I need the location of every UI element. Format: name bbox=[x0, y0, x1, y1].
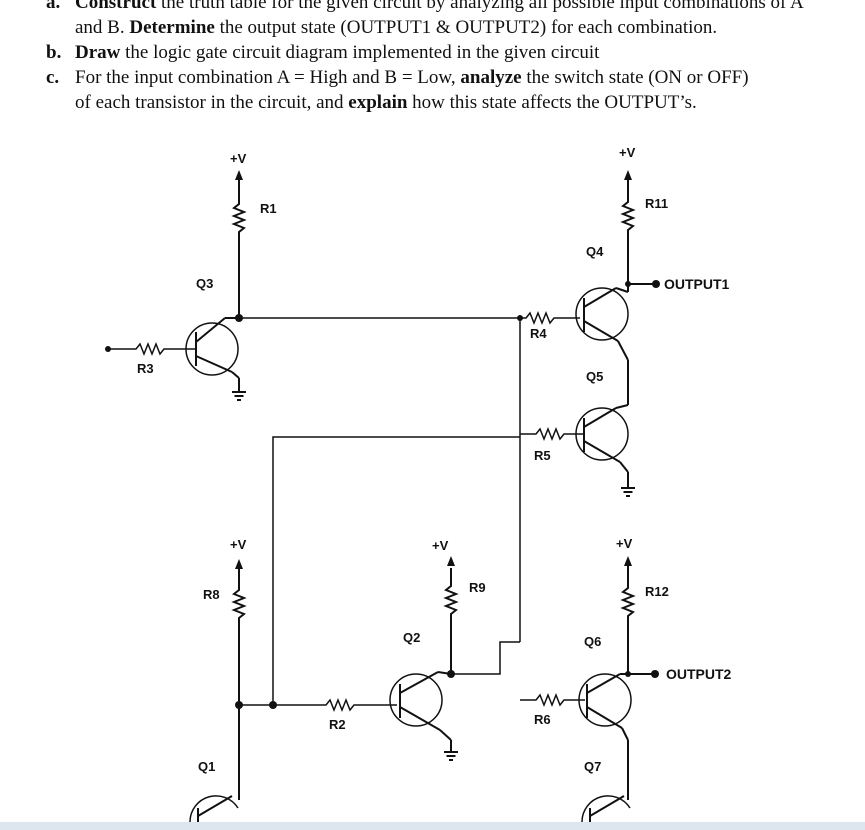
supply-q6: +V bbox=[616, 536, 633, 582]
question-c-line1-pre: For the input combination A = High and B… bbox=[75, 67, 461, 88]
question-b: b. Draw the logic gate circuit diagram i… bbox=[0, 40, 865, 65]
question-a-keyword-construct: Construct bbox=[75, 0, 157, 13]
question-a-line2-pre: and B. bbox=[75, 17, 130, 38]
resistor-r2 bbox=[319, 699, 361, 711]
question-c-keyword-analyze: analyze bbox=[460, 67, 522, 88]
output1-terminal[interactable] bbox=[652, 280, 660, 288]
question-c-line2-text: how this state affects the OUTPUT’s. bbox=[407, 92, 697, 113]
question-c: c. For the input combination A = High an… bbox=[0, 65, 865, 115]
resistor-r6 bbox=[529, 694, 571, 706]
ground-q3 bbox=[231, 391, 247, 401]
resistor-r1 bbox=[233, 197, 245, 239]
question-c-line2-pre: of each transistor in the circuit, and bbox=[75, 92, 349, 113]
label-r9: R9 bbox=[469, 580, 486, 595]
question-list: a. Construct the truth table for the giv… bbox=[0, 0, 865, 115]
supply-label-q6: +V bbox=[616, 536, 633, 551]
supply-q4: +V bbox=[619, 145, 636, 196]
wire-q6-emitter bbox=[621, 727, 629, 741]
question-a-line1-text: the truth table for the given circuit by… bbox=[156, 0, 804, 13]
label-q5: Q5 bbox=[586, 369, 603, 384]
wire-q4-c bbox=[615, 287, 629, 293]
resistor-r11 bbox=[622, 195, 634, 237]
question-a-keyword-determine: Determine bbox=[129, 17, 215, 38]
question-c-keyword-explain: explain bbox=[348, 92, 408, 113]
question-a: a. Construct the truth table for the giv… bbox=[0, 0, 865, 40]
supply-label-q2: +V bbox=[432, 538, 449, 553]
supply-q2: +V bbox=[432, 538, 455, 580]
node-loop bbox=[269, 701, 277, 709]
ground-q2 bbox=[443, 751, 459, 761]
label-q7: Q7 bbox=[584, 759, 601, 774]
question-b-text: the logic gate circuit diagram implement… bbox=[120, 42, 600, 63]
label-r8: R8 bbox=[203, 587, 220, 602]
label-q6: Q6 bbox=[584, 634, 601, 649]
label-r12: R12 bbox=[645, 584, 669, 599]
question-a-line1: Construct the truth table for the given … bbox=[75, 0, 865, 15]
ground-q5 bbox=[620, 487, 636, 497]
wire-q2-emitter bbox=[439, 729, 452, 741]
label-r2: R2 bbox=[329, 717, 346, 732]
transistor-q4 bbox=[575, 287, 629, 342]
question-b-keyword-draw: Draw bbox=[75, 42, 121, 63]
label-r6: R6 bbox=[534, 712, 551, 727]
wire-q2-to-bus bbox=[451, 641, 520, 675]
question-b-line1: Draw the logic gate circuit diagram impl… bbox=[75, 40, 865, 65]
question-c-line1: For the input combination A = High and B… bbox=[75, 65, 865, 90]
input-a-terminal[interactable] bbox=[105, 346, 111, 352]
supply-label-q1: +V bbox=[230, 537, 247, 552]
supply-label-q3: +V bbox=[230, 151, 247, 166]
wire-q2-collector bbox=[437, 671, 452, 675]
wire-q3-emitter bbox=[231, 371, 240, 379]
output2-terminal[interactable] bbox=[651, 670, 659, 678]
resistor-r8 bbox=[233, 583, 245, 625]
circuit-diagram: +V R1 R3 Q3 +V R11 OUTPUT1 Q4 R4 bbox=[105, 145, 732, 830]
transistor-q6 bbox=[578, 673, 632, 729]
label-output1: OUTPUT1 bbox=[664, 276, 730, 292]
transistor-q5 bbox=[575, 407, 629, 463]
label-r4: R4 bbox=[530, 326, 547, 341]
supply-q3: +V bbox=[230, 151, 247, 198]
label-r11: R11 bbox=[645, 196, 668, 211]
label-r5: R5 bbox=[534, 448, 551, 463]
supply-q1: +V bbox=[230, 537, 247, 584]
question-a-line2: and B. Determine the output state (OUTPU… bbox=[75, 15, 865, 40]
wire-q4-emitter bbox=[617, 340, 629, 361]
question-c-letter: c. bbox=[46, 67, 60, 88]
question-a-letter: a. bbox=[46, 0, 61, 13]
transistor-q2 bbox=[389, 671, 443, 731]
wire-q5-collector bbox=[615, 404, 629, 409]
bottom-scrollbar-strip bbox=[0, 822, 865, 830]
question-b-letter: b. bbox=[46, 42, 62, 63]
resistor-r3 bbox=[129, 343, 171, 355]
label-output2: OUTPUT2 bbox=[666, 666, 732, 682]
wire-q1-to-bus bbox=[272, 436, 520, 705]
label-r1: R1 bbox=[260, 201, 277, 216]
supply-label-q4: +V bbox=[619, 145, 636, 160]
label-q1: Q1 bbox=[198, 759, 215, 774]
label-q2: Q2 bbox=[403, 630, 420, 645]
resistor-r9 bbox=[445, 579, 457, 621]
resistor-r5 bbox=[529, 428, 571, 440]
wire-q5-emitter bbox=[619, 461, 629, 473]
label-r3: R3 bbox=[137, 361, 154, 376]
label-q3: Q3 bbox=[196, 276, 213, 291]
transistor-q3 bbox=[185, 317, 239, 376]
label-q4: Q4 bbox=[586, 244, 604, 259]
question-c-line1-text: the switch state (ON or OFF) bbox=[521, 67, 749, 88]
question-c-line2: of each transistor in the circuit, and e… bbox=[75, 90, 865, 115]
question-a-line2-text: the output state (OUTPUT1 & OUTPUT2) for… bbox=[214, 17, 718, 38]
resistor-r12 bbox=[622, 581, 634, 623]
resistor-r4 bbox=[519, 312, 561, 324]
